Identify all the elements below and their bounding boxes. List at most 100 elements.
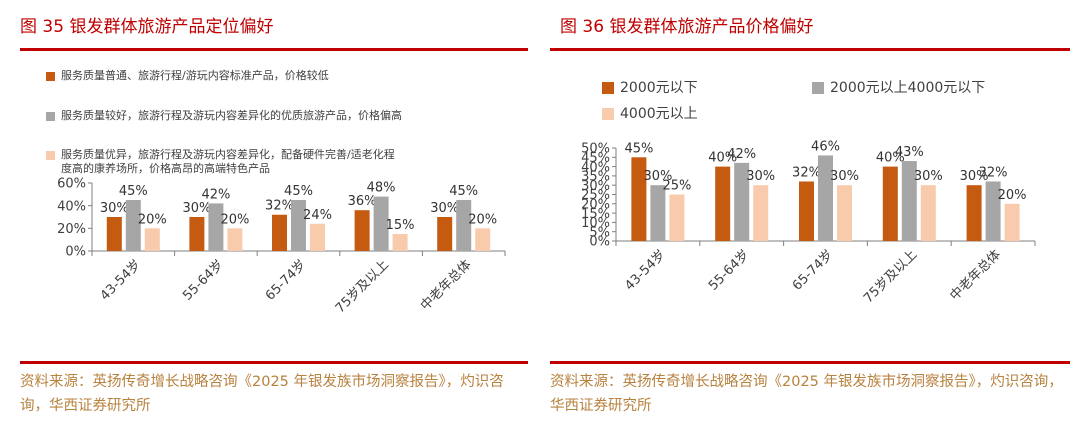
legend-swatch-3 (46, 151, 55, 160)
y-tick-label: 15% (581, 207, 610, 222)
x-category-label: 中老年总体 (418, 257, 475, 314)
bar-3-2 (753, 185, 769, 241)
left-bottom-rule (20, 361, 528, 364)
x-category-label: 65-74岁 (263, 257, 310, 304)
y-tick-label: 20% (581, 197, 610, 212)
bar-3-3 (310, 223, 325, 251)
legend-label-3: 度高的康养场所，价格高昂的高端特色产品 (61, 161, 270, 175)
y-tick-label: 50% (581, 142, 610, 157)
legend-swatch-3 (602, 108, 614, 120)
data-label: 46% (811, 139, 840, 154)
bar-3-4 (392, 234, 408, 251)
data-label: 42% (201, 187, 230, 202)
data-label: 30% (830, 169, 859, 184)
bar-1-4 (354, 210, 370, 251)
legend-label-3: 服务质量优异，旅游行程及游玩内容差异化，配备硬件完善/适老化程 (61, 147, 395, 161)
data-label: 42% (727, 147, 756, 162)
data-label: 32% (265, 199, 294, 214)
y-tick-label: 35% (581, 170, 610, 185)
data-label: 40% (708, 151, 737, 166)
right-bottom-rule (550, 361, 1070, 364)
data-label: 32% (979, 165, 1008, 180)
data-label: 36% (348, 194, 377, 209)
y-tick-label: 25% (581, 188, 610, 203)
right-figure-panel: 图 36 银发群体旅游产品价格偏好 2000元以下 2000元以上4000元以下 4… (540, 0, 1080, 423)
bar-1-3 (799, 181, 814, 241)
data-label: 32% (792, 165, 821, 180)
legend-swatch-1 (602, 82, 614, 94)
bar-1-1 (631, 157, 647, 241)
bar-2-2 (208, 203, 224, 251)
data-label: 30% (914, 169, 943, 184)
bar-2-3 (818, 155, 833, 241)
legend-swatch-2 (46, 112, 55, 121)
left-figure-title: 图 35 银发群体旅游产品定位偏好 (20, 17, 274, 37)
data-label: 48% (367, 181, 396, 196)
y-tick-label: 5% (589, 225, 610, 240)
right-top-rule (550, 48, 1070, 51)
y-tick-label: 20% (57, 222, 86, 237)
data-label: 20% (998, 188, 1027, 203)
bar-3-3 (837, 185, 852, 241)
data-label: 20% (468, 212, 497, 227)
bar-3-5 (475, 228, 491, 251)
legend-label-1: 2000元以下 (620, 80, 698, 96)
bar-3-1 (669, 194, 685, 241)
bar-2-1 (650, 185, 666, 241)
legend-label-1: 服务质量普通、旅游行程/游玩内容标准产品，价格较低 (61, 68, 329, 82)
data-label: 30% (960, 169, 989, 184)
x-category-label: 中老年总体 (947, 247, 1004, 304)
data-label: 45% (284, 184, 313, 199)
bar-3-4 (920, 185, 936, 241)
data-label: 30% (746, 169, 775, 184)
y-tick-label: 40% (57, 199, 86, 214)
x-category-label: 75岁及以上 (333, 257, 392, 316)
bar-2-2 (734, 162, 750, 241)
left-source-note: 资料来源：英扬传奇增长战略咨询《2025 年银发族市场洞察报告》，灼识咨询，华西… (20, 374, 504, 414)
bar-2-4 (373, 196, 389, 251)
data-label: 45% (119, 184, 148, 199)
data-label: 30% (182, 201, 211, 216)
left-figure-panel: 图 35 银发群体旅游产品定位偏好 服务质量普通、旅游行程/游玩内容标准产品，价… (20, 17, 528, 414)
left-chart: 服务质量普通、旅游行程/游玩内容标准产品，价格较低服务质量较好，旅游行程及游玩内… (46, 68, 506, 316)
legend-swatch-1 (46, 72, 55, 81)
legend-label-3: 4000元以上 (620, 106, 698, 122)
y-tick-label: 10% (581, 216, 610, 231)
x-category-label: 43-54岁 (622, 247, 669, 294)
bar-1-3 (272, 214, 287, 251)
data-label: 20% (220, 212, 249, 227)
right-chart: 2000元以下 2000元以上4000元以下4000元以上0%5%10%15%20… (581, 80, 1036, 306)
x-category-label: 55-64岁 (706, 247, 753, 294)
data-label: 20% (138, 212, 167, 227)
data-label: 40% (876, 151, 905, 166)
data-label: 43% (895, 145, 924, 160)
bar-1-5 (437, 217, 453, 251)
legend-label-2: 服务质量较好，旅游行程及游玩内容差异化的优质旅游产品，价格偏高 (61, 108, 402, 122)
data-label: 24% (303, 208, 332, 223)
bar-2-3 (291, 200, 306, 251)
bar-2-5 (985, 181, 1001, 241)
bar-1-1 (106, 217, 122, 251)
bar-2-5 (456, 200, 472, 251)
bar-1-5 (966, 185, 982, 241)
data-label: 45% (449, 184, 478, 199)
bar-1-4 (882, 166, 898, 241)
bar-1-2 (715, 166, 731, 241)
data-label: 30% (430, 201, 459, 216)
bar-1-2 (189, 217, 205, 251)
data-label: 25% (662, 179, 691, 194)
data-label: 15% (386, 218, 415, 233)
y-tick-label: 60% (57, 177, 86, 192)
bar-3-5 (1004, 203, 1020, 241)
bar-3-1 (144, 228, 160, 251)
bar-2-1 (125, 200, 141, 251)
left-top-rule (20, 48, 528, 51)
y-tick-label: 40% (581, 160, 610, 175)
legend-swatch-2 (812, 82, 824, 94)
x-category-label: 55-64岁 (180, 257, 227, 304)
right-figure-title: 图 36 银发群体旅游产品价格偏好 (560, 17, 814, 37)
bar-3-2 (227, 228, 243, 251)
legend-label-2: 2000元以上4000元以下 (830, 80, 985, 96)
bar-2-4 (901, 161, 917, 241)
data-label: 30% (100, 201, 129, 216)
